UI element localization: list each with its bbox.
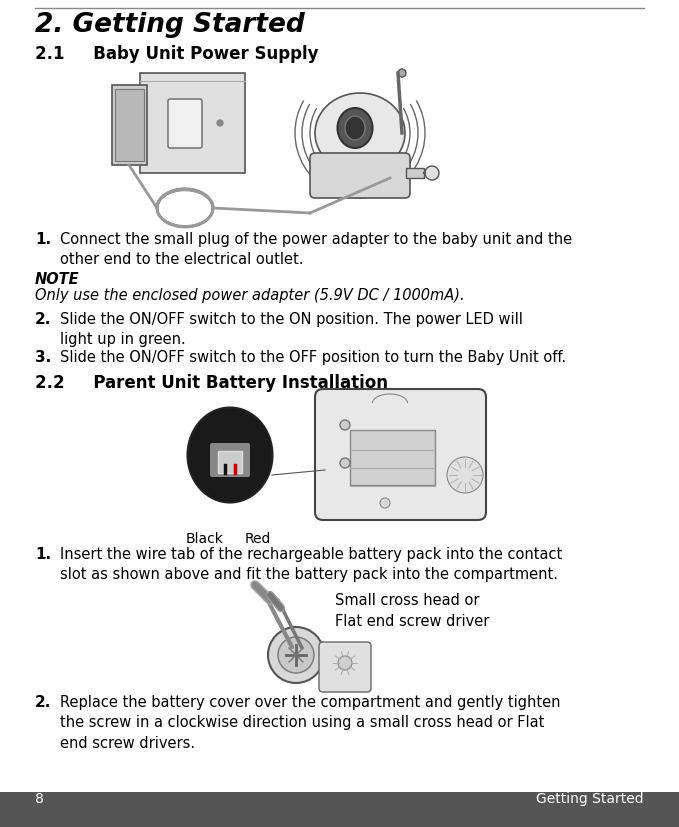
- FancyBboxPatch shape: [168, 99, 202, 148]
- FancyBboxPatch shape: [218, 451, 242, 473]
- Text: 2.1     Baby Unit Power Supply: 2.1 Baby Unit Power Supply: [35, 45, 318, 63]
- Text: Red: Red: [245, 532, 271, 546]
- Circle shape: [380, 498, 390, 508]
- Text: 1.: 1.: [35, 232, 51, 247]
- Text: Replace the battery cover over the compartment and gently tighten
the screw in a: Replace the battery cover over the compa…: [60, 695, 560, 751]
- FancyBboxPatch shape: [315, 389, 486, 520]
- Text: Connect the small plug of the power adapter to the baby unit and the
other end t: Connect the small plug of the power adap…: [60, 232, 572, 267]
- Text: NOTE: NOTE: [35, 272, 79, 287]
- Ellipse shape: [345, 116, 365, 140]
- FancyBboxPatch shape: [319, 642, 371, 692]
- Text: Only use the enclosed power adapter (5.9V DC / 1000mA).: Only use the enclosed power adapter (5.9…: [35, 288, 464, 303]
- Circle shape: [268, 627, 324, 683]
- Text: 2.2     Parent Unit Battery Installation: 2.2 Parent Unit Battery Installation: [35, 374, 388, 392]
- FancyBboxPatch shape: [350, 430, 435, 485]
- Text: Slide the ON/OFF switch to the OFF position to turn the Baby Unit off.: Slide the ON/OFF switch to the OFF posit…: [60, 350, 566, 365]
- Bar: [0, 792, 679, 827]
- Text: 2.: 2.: [35, 312, 52, 327]
- Text: Insert the wire tab of the rechargeable battery pack into the contact
slot as sh: Insert the wire tab of the rechargeable …: [60, 547, 562, 582]
- FancyBboxPatch shape: [140, 73, 245, 173]
- Circle shape: [340, 458, 350, 468]
- Text: Slide the ON/OFF switch to the ON position. The power LED will
light up in green: Slide the ON/OFF switch to the ON positi…: [60, 312, 523, 347]
- Text: Small cross head or
Flat end screw driver: Small cross head or Flat end screw drive…: [335, 593, 490, 629]
- FancyBboxPatch shape: [210, 443, 250, 477]
- FancyBboxPatch shape: [115, 89, 144, 161]
- Text: Black: Black: [186, 532, 224, 546]
- Ellipse shape: [187, 408, 272, 503]
- Circle shape: [447, 457, 483, 493]
- FancyBboxPatch shape: [406, 168, 424, 178]
- Ellipse shape: [337, 108, 373, 148]
- FancyBboxPatch shape: [112, 85, 147, 165]
- Circle shape: [338, 656, 352, 670]
- Text: 1.: 1.: [35, 547, 51, 562]
- Text: 2.: 2.: [35, 695, 52, 710]
- Text: 2. Getting Started: 2. Getting Started: [35, 12, 305, 38]
- Text: 8: 8: [35, 792, 44, 806]
- FancyBboxPatch shape: [310, 153, 410, 198]
- Ellipse shape: [315, 93, 405, 173]
- Circle shape: [340, 420, 350, 430]
- Circle shape: [425, 166, 439, 180]
- Circle shape: [217, 120, 223, 126]
- Circle shape: [278, 637, 314, 673]
- Text: Getting Started: Getting Started: [536, 792, 644, 806]
- Circle shape: [398, 69, 406, 77]
- Text: 3.: 3.: [35, 350, 51, 365]
